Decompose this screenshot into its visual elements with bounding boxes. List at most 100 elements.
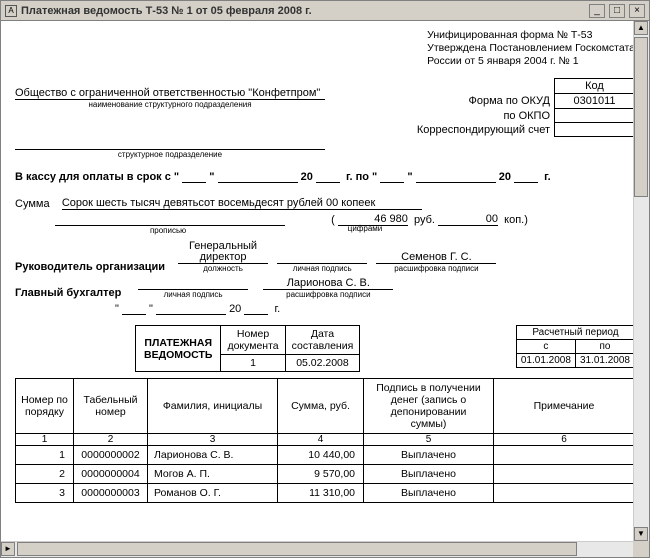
sum-rub-label: руб. — [414, 214, 435, 226]
dq1: " — [115, 303, 119, 315]
period-from-h: с — [516, 340, 575, 354]
table-cell — [494, 484, 635, 503]
document-icon: A — [5, 5, 17, 17]
acct-sign-sub: личная подпись — [138, 290, 248, 299]
sign-g: г. — [275, 303, 281, 315]
doc-title: ПЛАТЕЖНАЯ ВЕДОМОСТЬ — [136, 326, 221, 372]
period-month2 — [416, 170, 496, 183]
table-col-header: Табельный номер — [74, 379, 148, 434]
table-cell: Выплачено — [364, 446, 494, 465]
header-line1: Унифицированная форма № Т-53 — [427, 29, 592, 41]
acct-signer-row: Главный бухгалтер личная подпись Ларионо… — [15, 277, 635, 299]
main-table: Номер по порядкуТабельный номерФамилия, … — [15, 378, 635, 503]
acct-sign — [138, 277, 248, 290]
close-button[interactable]: × — [629, 4, 645, 18]
period-day1 — [182, 170, 206, 183]
period-q1: " — [209, 171, 214, 183]
okpo-label: по ОКПО — [413, 109, 555, 123]
table-cell: 3 — [16, 484, 74, 503]
table-cell: 0000000004 — [74, 465, 148, 484]
window-title: Платежная ведомость Т-53 № 1 от 05 февра… — [21, 5, 585, 17]
doc-block-row: Расчетный период спо 01.01.200831.01.200… — [15, 325, 635, 372]
minimize-button[interactable]: _ — [589, 4, 605, 18]
head-position: Генеральный директор — [178, 241, 268, 264]
table-col-num: 2 — [74, 434, 148, 446]
okud-value: 0301011 — [555, 94, 635, 109]
scroll-right-icon[interactable]: ► — [1, 542, 15, 556]
table-col-header: Подпись в получении денег (запись о депо… — [364, 379, 494, 434]
table-col-header: Фамилия, инициалы — [148, 379, 278, 434]
korr-label: Корреспондирующий счет — [413, 123, 555, 137]
sum-sub-words: прописью — [148, 226, 188, 235]
acct-name-sub: расшифровка подписи — [263, 290, 393, 299]
period-yy2 — [514, 170, 538, 183]
table-col-header: Номер по порядку — [16, 379, 74, 434]
scroll-corner — [633, 541, 649, 557]
table-col-num: 4 — [278, 434, 364, 446]
doc-val-date: 05.02.2008 — [285, 355, 360, 372]
sum-line2: прописью ( 46 980 руб. 00 коп.) цифрами — [15, 213, 635, 233]
dq2: " — [149, 303, 153, 315]
table-col-num: 1 — [16, 434, 74, 446]
scroll-thumb-v[interactable] — [634, 37, 648, 197]
scrollbar-vertical[interactable]: ▲ ▼ — [633, 21, 649, 541]
sum-line: Сумма Сорок шесть тысяч девятьсот восемь… — [15, 197, 635, 210]
period-month1 — [218, 170, 298, 183]
table-row: 10000000002Ларионова С. В.10 440,00Выпла… — [16, 446, 635, 465]
table-cell: 2 — [16, 465, 74, 484]
sum-open: ( — [331, 214, 335, 226]
period-y2: 20 — [499, 171, 511, 183]
acct-label: Главный бухгалтер — [15, 287, 135, 299]
korr-value — [555, 123, 635, 137]
sum-words-ext — [55, 213, 285, 226]
sum-words: Сорок шесть тысяч девятьсот восемьдесят … — [62, 197, 422, 210]
sum-kop: 00 — [438, 213, 498, 226]
head-signer-row: Руководитель организации Генеральный дир… — [15, 241, 635, 273]
table-col-num: 3 — [148, 434, 278, 446]
sum-label: Сумма — [15, 198, 50, 210]
table-cell: 10 440,00 — [278, 446, 364, 465]
head-pos-sub: должность — [178, 264, 268, 273]
acct-name: Ларионова С. В. — [263, 277, 393, 290]
pay-period-line: В кассу для оплаты в срок с " " 20 г. по… — [15, 170, 635, 183]
sign-year: 20 — [229, 303, 241, 315]
table-cell — [494, 446, 635, 465]
head-sign — [277, 251, 367, 264]
period-day2 — [380, 170, 404, 183]
header-line3: России от 5 января 2004 г. № 1 — [427, 55, 578, 67]
scroll-down-icon[interactable]: ▼ — [634, 527, 648, 541]
scroll-up-icon[interactable]: ▲ — [634, 21, 648, 35]
period-title: Расчетный период — [516, 326, 634, 340]
scroll-thumb-h[interactable] — [17, 542, 577, 556]
table-cell: Выплачено — [364, 484, 494, 503]
scrollbar-horizontal[interactable]: ◄ ► — [1, 541, 633, 557]
period-g2: г. — [544, 171, 551, 183]
subdiv-line: структурное подразделение — [15, 137, 635, 159]
head-name-sub: расшифровка подписи — [376, 264, 496, 273]
table-cell — [494, 465, 635, 484]
period-to: 31.01.2008 — [575, 354, 634, 368]
doc-col-num: Номер документа — [221, 326, 285, 355]
header-line2: Утверждена Постановлением Госкомстата — [427, 42, 635, 54]
period-yy1 — [316, 170, 340, 183]
window: A Платежная ведомость Т-53 № 1 от 05 фев… — [0, 0, 650, 558]
table-col-num: 5 — [364, 434, 494, 446]
table-cell: 0000000003 — [74, 484, 148, 503]
table-cell: 0000000002 — [74, 446, 148, 465]
org-sub2: структурное подразделение — [15, 150, 325, 159]
period-y1: 20 — [301, 171, 313, 183]
codes-block: Код Форма по ОКУД0301011 по ОКПО Корресп… — [413, 78, 635, 137]
sign-yy — [244, 302, 268, 315]
maximize-button[interactable]: □ — [609, 4, 625, 18]
sign-date-row: " " 20 г. — [115, 302, 635, 315]
sign-month — [156, 302, 226, 315]
period-table: Расчетный период спо 01.01.200831.01.200… — [516, 325, 635, 368]
table-row: 20000000004Могов А. П.9 570,00Выплачено — [16, 465, 635, 484]
table-colnum-row: 123456 — [16, 434, 635, 446]
table-cell: Могов А. П. — [148, 465, 278, 484]
table-cell: 1 — [16, 446, 74, 465]
head-sign-sub: личная подпись — [277, 264, 367, 273]
table-col-header: Сумма, руб. — [278, 379, 364, 434]
period-q2: " — [407, 171, 412, 183]
table-col-header: Примечание — [494, 379, 635, 434]
